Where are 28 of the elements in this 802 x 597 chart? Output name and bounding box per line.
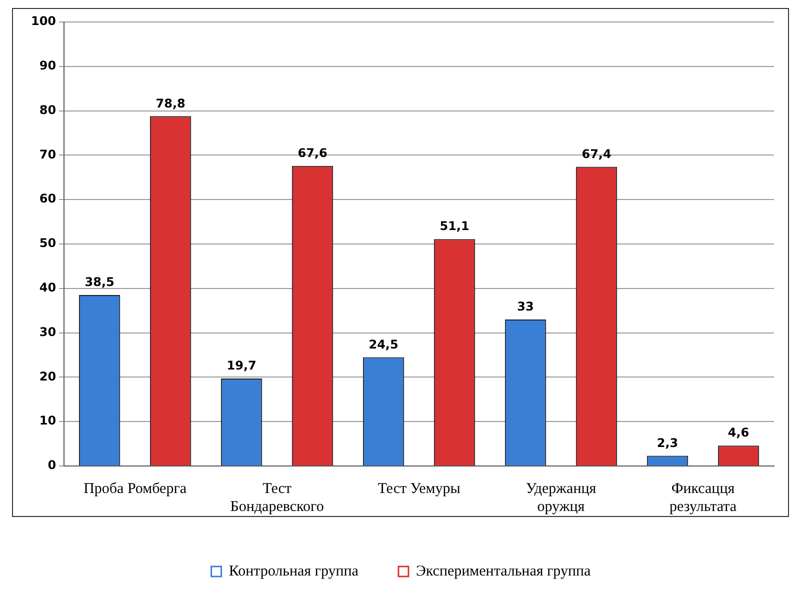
legend-label: Контрольная группа — [228, 563, 359, 580]
y-tick-label: 40 — [39, 280, 56, 295]
x-tick-label: Удержанця оружця — [526, 480, 596, 515]
x-tick-label: Тест Бондаревского — [230, 480, 324, 515]
y-tick-label: 30 — [39, 324, 56, 339]
y-tick-label: 90 — [39, 58, 56, 73]
legend-label: Экспериментальная группа — [416, 563, 592, 580]
x-tick-label: Тест Уемуры — [378, 480, 460, 497]
y-tick-label: 10 — [39, 414, 56, 428]
data-label: 38,5 — [84, 275, 114, 290]
data-label: 33 — [517, 300, 534, 314]
x-tick-label: Фиксацця результата — [670, 480, 737, 515]
y-tick-label: 70 — [39, 147, 56, 162]
y-tick-label: 0 — [48, 458, 56, 472]
y-tick-label: 60 — [39, 192, 56, 206]
y-tick-label: 20 — [39, 369, 56, 384]
data-label: 2,3 — [656, 436, 678, 450]
data-label: 78,8 — [156, 96, 186, 110]
y-tick-label: 100 — [30, 14, 56, 28]
data-label: 19,7 — [226, 358, 256, 373]
data-label: 67,4 — [582, 146, 612, 161]
y-tick-label: 80 — [39, 102, 56, 117]
y-tick-label: 50 — [39, 236, 56, 250]
data-label: 24,5 — [368, 337, 398, 352]
x-tick-label: Проба Ромберга — [84, 480, 187, 497]
data-label: 67,6 — [298, 146, 328, 160]
data-label: 4,6 — [728, 426, 750, 440]
data-label: 51,1 — [440, 219, 470, 234]
